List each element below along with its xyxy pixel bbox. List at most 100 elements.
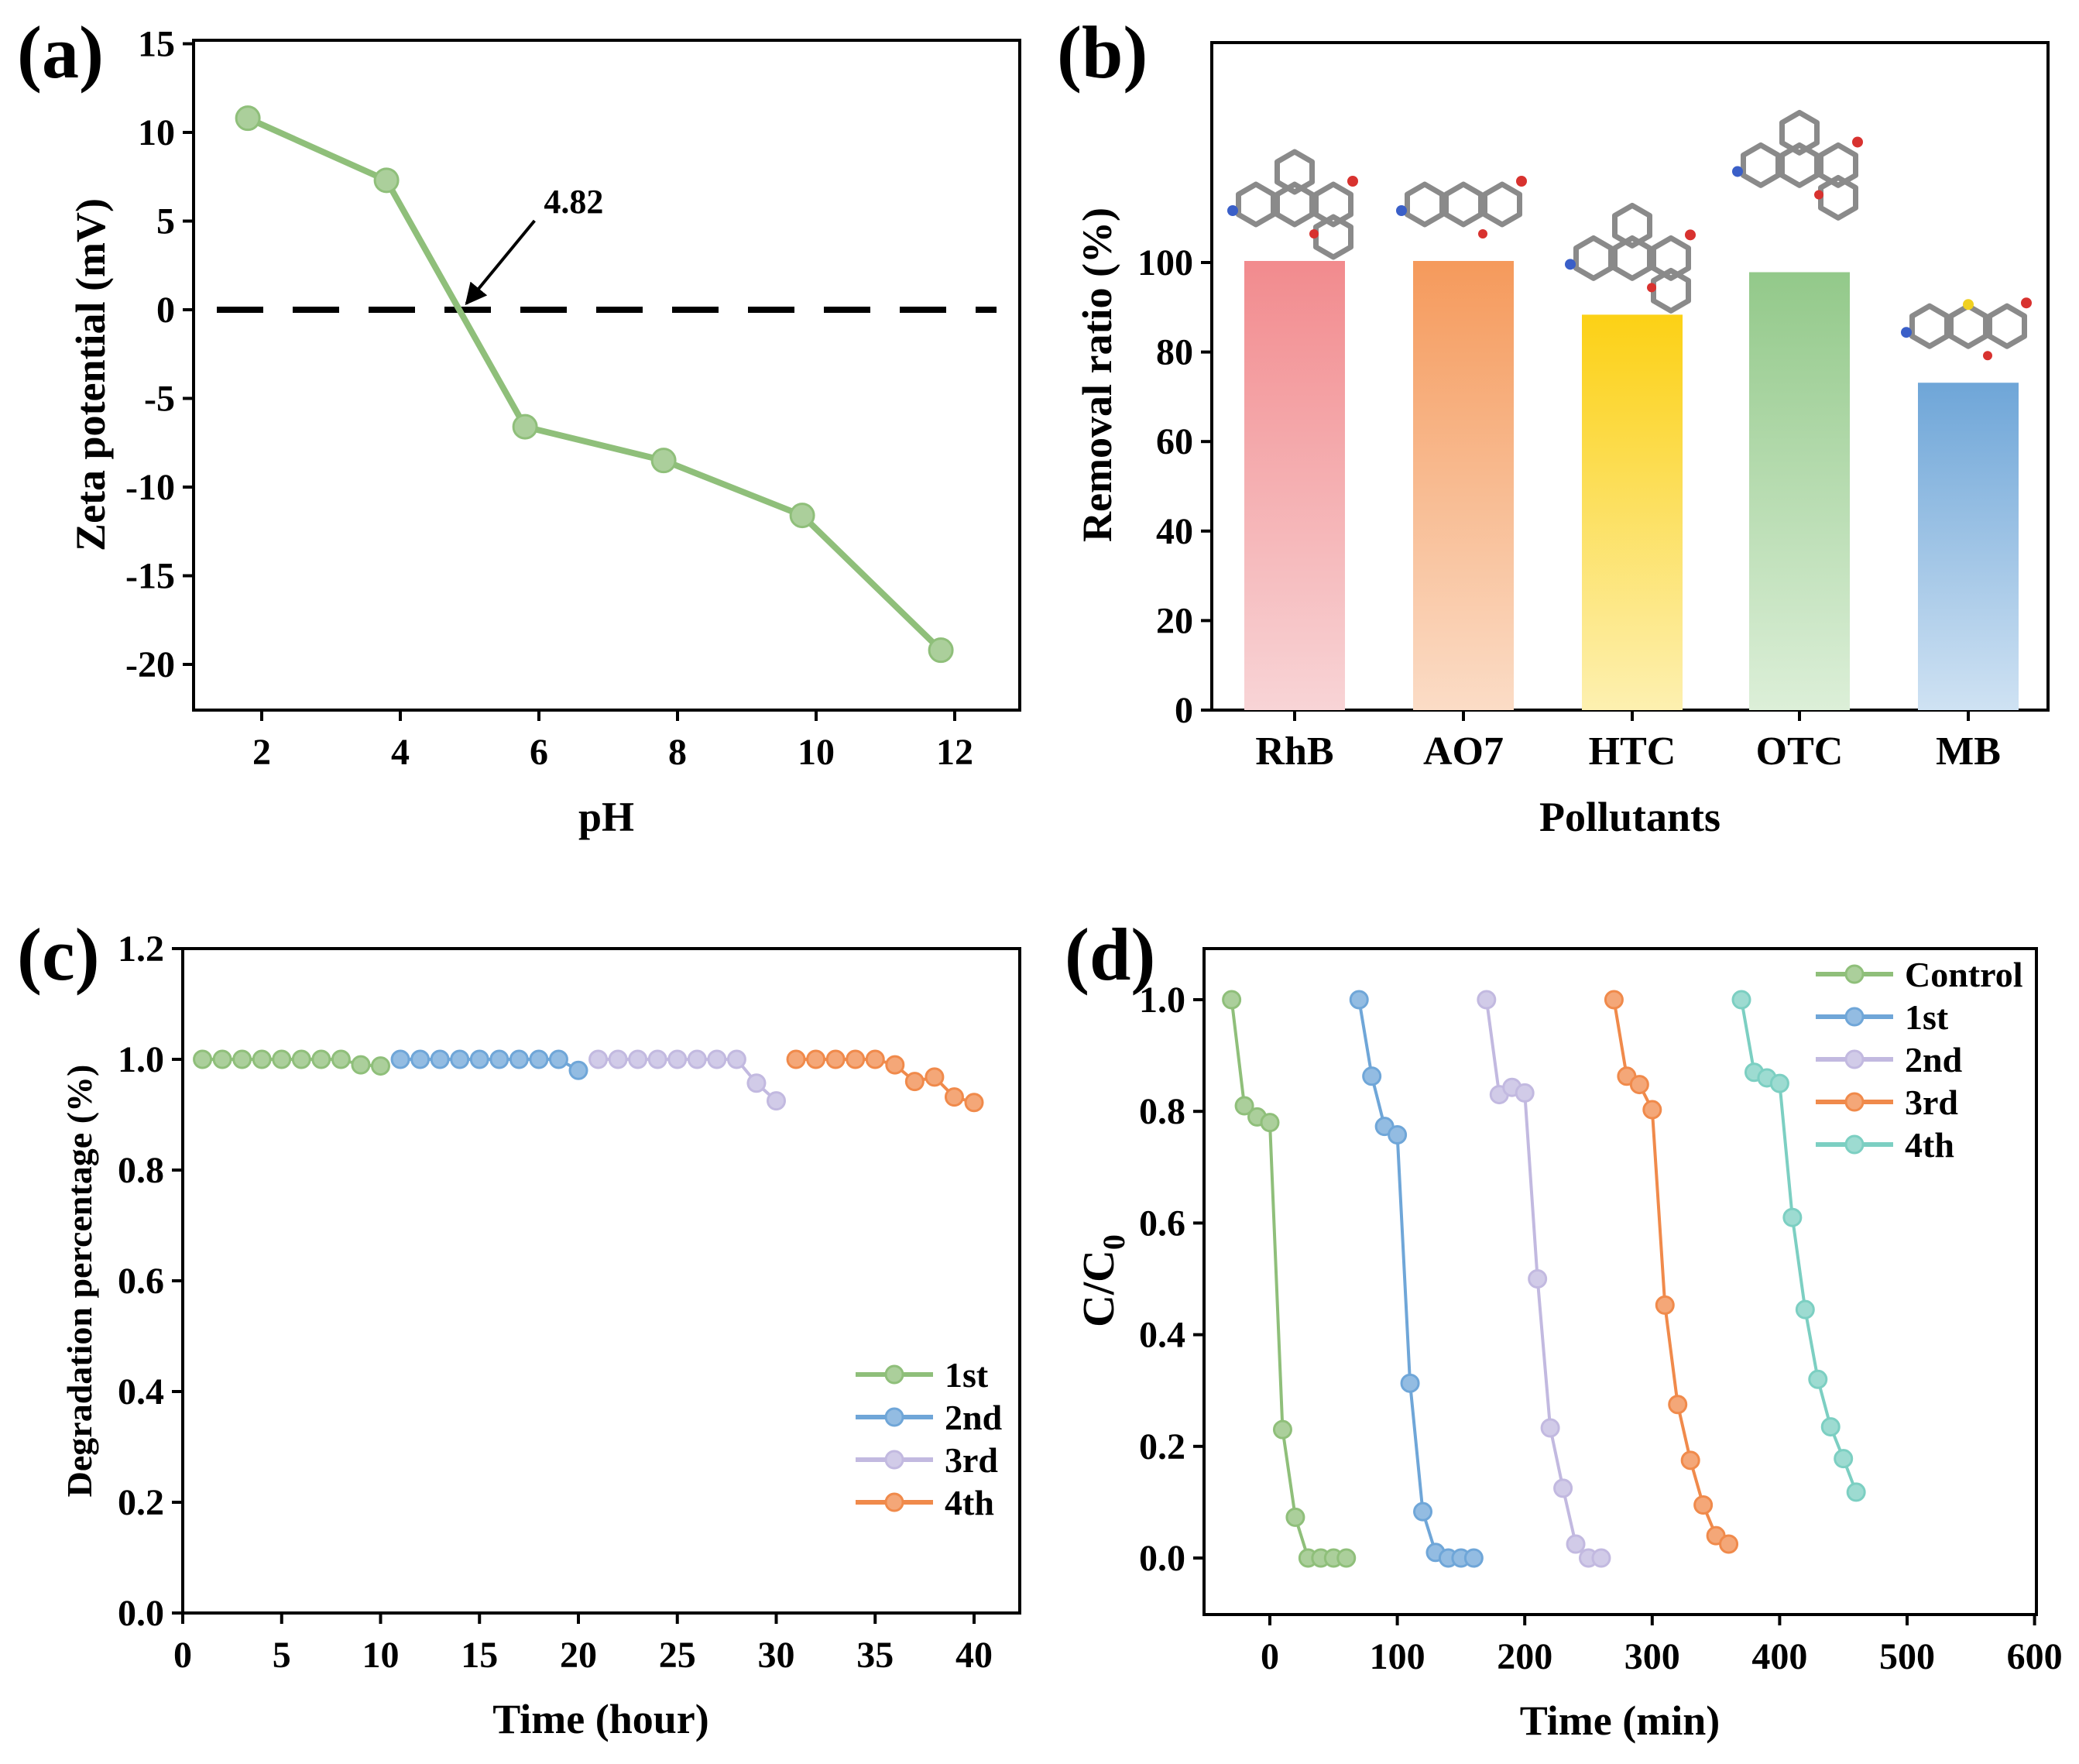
panel-b-molecule-ring bbox=[1236, 181, 1276, 228]
panel-c-frame bbox=[181, 947, 1021, 1615]
panel-d-data-point bbox=[1349, 990, 1369, 1010]
panel-c-data-point bbox=[944, 1087, 964, 1107]
panel-a-y-tick-label: 0 bbox=[156, 290, 175, 331]
panel-c-y-tick-label: 0.4 bbox=[118, 1371, 164, 1412]
panel-b-bar-rhb bbox=[1244, 263, 1345, 710]
panel-b-molecule-structures bbox=[1227, 109, 2032, 361]
panel-b-molecule-atom bbox=[1565, 259, 1576, 270]
panel-b-y-tick-label: 40 bbox=[1156, 511, 1193, 552]
panel-d-y-tick-label: 0.8 bbox=[1139, 1091, 1185, 1132]
panel-a-data-point bbox=[928, 637, 954, 664]
panel-b-molecule-atom bbox=[2021, 297, 2032, 309]
panel-d-data-point bbox=[1808, 1369, 1828, 1389]
panel-b-molecule-atom bbox=[1685, 229, 1696, 241]
panel-d-x-tick-label: 500 bbox=[1879, 1636, 1935, 1677]
panel-c-data-point bbox=[767, 1091, 786, 1111]
panel-d-x-tick-label: 600 bbox=[2007, 1636, 2063, 1677]
panel-c-x-tick-label: 35 bbox=[856, 1635, 894, 1676]
panel-d-y-tick-label: 0.0 bbox=[1139, 1538, 1185, 1579]
panel-c-legend-label: 3rd bbox=[945, 1440, 998, 1480]
panel-label-d: (d) bbox=[1065, 913, 1155, 996]
panel-c-series-line-2nd bbox=[400, 1058, 579, 1072]
panel-d-data-point bbox=[1820, 1417, 1841, 1437]
panel-a-frame bbox=[192, 39, 1021, 712]
panel-a-axis-ticks: 2 4 6 8 10 12 15 10 5 0 -5 -10 -15 -20 bbox=[125, 24, 973, 774]
panel-d-data-point bbox=[1336, 1548, 1357, 1568]
panel-c-data-point bbox=[786, 1049, 806, 1069]
panel-d-data-point bbox=[1272, 1419, 1292, 1440]
panel-c-data-point bbox=[331, 1049, 351, 1069]
panel-d-kinetics-chart: 0 100 200 300 400 500 600 0.0 0.2 0.4 0.6 0.8 1.0 Co… bbox=[1073, 947, 2063, 1744]
panel-d-data-point bbox=[1528, 1269, 1548, 1289]
panel-d-data-point bbox=[1566, 1534, 1586, 1554]
panel-d-data-point bbox=[1846, 1482, 1866, 1502]
panel-d-x-tick-label: 300 bbox=[1624, 1636, 1680, 1677]
panel-d-data-point bbox=[1719, 1534, 1739, 1554]
panel-b-molecule-ring bbox=[1948, 303, 1988, 349]
panel-a-y-tick-label: 10 bbox=[138, 112, 175, 153]
panel-b-molecule-atom bbox=[1814, 190, 1823, 200]
panel-b-molecule-ring bbox=[1987, 303, 2027, 349]
panel-b-y-tick-label: 80 bbox=[1156, 332, 1193, 373]
panel-d-x-axis-label: Time (min) bbox=[1520, 1697, 1720, 1744]
panel-d-y-tick-label: 0.2 bbox=[1139, 1426, 1185, 1467]
panel-c-data-point bbox=[272, 1049, 292, 1069]
panel-c-data-point bbox=[469, 1049, 489, 1069]
panel-d-legend-label: 1st bbox=[1905, 997, 1949, 1037]
panel-b-molecule-atom bbox=[1983, 351, 1992, 361]
panel-a-x-tick-label: 8 bbox=[668, 732, 687, 773]
panel-d-y-tick-label: 0.6 bbox=[1139, 1203, 1185, 1244]
panel-c-data-point bbox=[746, 1073, 767, 1093]
panel-b-molecule-ring bbox=[1909, 303, 1950, 349]
panel-b-molecule-ring bbox=[1443, 181, 1484, 228]
panel-b-molecule-ring bbox=[1818, 174, 1858, 221]
panel-c-data-point bbox=[925, 1067, 945, 1087]
panel-b-molecule-ring bbox=[1482, 181, 1522, 228]
panel-c-x-tick-label: 25 bbox=[659, 1635, 696, 1676]
panel-a-data-point bbox=[789, 503, 815, 529]
panel-c-data-point bbox=[806, 1049, 826, 1069]
panel-b-bar-ao7 bbox=[1413, 263, 1514, 710]
panel-b-molecule-ring bbox=[1405, 181, 1445, 228]
panel-b-category-label: OTC bbox=[1756, 729, 1844, 774]
panel-b-molecule-icon-otc bbox=[1732, 109, 1863, 221]
panel-c-x-tick-label: 40 bbox=[955, 1635, 993, 1676]
panel-c-data-point bbox=[193, 1049, 213, 1069]
panel-d-series bbox=[1222, 990, 1866, 1568]
panel-a-x-tick-label: 12 bbox=[936, 732, 973, 773]
panel-d-y-tick-label: 1.0 bbox=[1139, 980, 1185, 1021]
panel-b-molecule-ring bbox=[1741, 142, 1781, 188]
panel-b-molecule-atom bbox=[1227, 205, 1238, 216]
panel-b-molecule-atom bbox=[1396, 205, 1407, 216]
panel-c-data-point bbox=[825, 1049, 846, 1069]
panel-b-molecule-atom bbox=[1647, 283, 1656, 293]
panel-b-molecule-icon-ao7 bbox=[1396, 176, 1527, 239]
panel-b-y-tick-label: 0 bbox=[1175, 690, 1193, 731]
panel-d-y-tick-label: 0.4 bbox=[1139, 1315, 1185, 1356]
panel-d-data-point bbox=[1769, 1073, 1789, 1093]
panel-a-annotation-label: 4.82 bbox=[544, 183, 603, 221]
panel-d-legend-swatch-marker bbox=[1844, 964, 1865, 984]
panel-b-category-label: HTC bbox=[1589, 729, 1676, 774]
panel-b-molecule-atom bbox=[1478, 229, 1487, 239]
panel-c-legend-swatch-marker bbox=[884, 1364, 904, 1385]
panel-c-data-point bbox=[311, 1049, 331, 1069]
panel-c-data-point bbox=[489, 1049, 509, 1069]
panel-c-x-tick-label: 20 bbox=[560, 1635, 597, 1676]
panel-c-y-axis-label: Degradation percentage (%) bbox=[60, 1065, 99, 1498]
panel-c-data-point bbox=[647, 1049, 667, 1069]
panel-a-y-tick-label: 5 bbox=[156, 201, 175, 242]
panel-b-molecule-atom bbox=[1347, 176, 1358, 187]
panel-b-bar-otc bbox=[1749, 273, 1850, 710]
panel-a-annotation-arrow bbox=[465, 219, 536, 306]
panel-c-data-point bbox=[371, 1056, 390, 1076]
panel-d-data-point bbox=[1731, 990, 1751, 1010]
panel-c-data-point bbox=[410, 1049, 431, 1069]
panel-b-bar-htc bbox=[1582, 316, 1683, 710]
panel-c-y-tick-label: 1.2 bbox=[118, 928, 164, 970]
panel-b-molecule-ring bbox=[1612, 235, 1652, 281]
panel-a-y-tick-label: -10 bbox=[125, 467, 175, 508]
panel-b-y-axis-label: Removal ratio (%) bbox=[1074, 208, 1120, 542]
panel-d-data-point bbox=[1604, 990, 1624, 1010]
